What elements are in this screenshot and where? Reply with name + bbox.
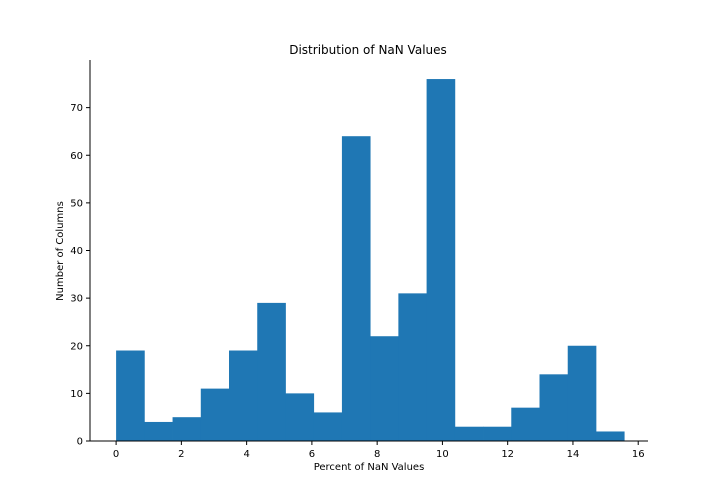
histogram-bar [313,412,343,441]
y-tick-label: 50 [70,198,83,209]
histogram-bar [341,136,371,441]
x-axis-ticks: 0 2 4 6 8 10 12 14 16 [113,441,645,460]
histogram-bar [144,421,173,441]
bars-group [116,79,625,442]
chart-title: Distribution of NaN Values [289,43,447,57]
histogram-bar [229,350,258,441]
histogram-bar [285,393,315,441]
histogram-bar [454,426,484,441]
histogram-bar [595,431,625,441]
histogram-bar [567,345,597,441]
x-tick-label: 14 [567,449,580,460]
histogram-bar [483,426,512,441]
histogram-bar [398,293,427,441]
histogram-bar [172,417,202,441]
histogram-bar [539,374,569,441]
histogram-bar [116,350,145,441]
x-tick-label: 6 [309,449,315,460]
histogram-bar [257,302,286,441]
histogram-bar [370,336,399,441]
x-tick-label: 0 [113,449,119,460]
y-tick-label: 0 [77,437,83,448]
x-axis-label: Percent of NaN Values [314,462,425,473]
histogram-bar [200,388,230,441]
y-axis-ticks: 0 10 20 30 40 50 60 70 [70,103,90,448]
y-tick-label: 30 [70,294,83,305]
x-tick-label: 16 [632,449,645,460]
y-tick-label: 60 [70,151,83,162]
y-tick-label: 40 [70,246,83,257]
y-tick-label: 70 [70,103,83,114]
x-tick-label: 4 [243,449,249,460]
histogram-bar [426,79,456,442]
x-tick-label: 10 [436,449,449,460]
y-tick-label: 10 [70,389,83,400]
y-tick-label: 20 [70,341,83,352]
x-tick-label: 2 [178,449,184,460]
x-tick-label: 8 [374,449,380,460]
x-tick-label: 12 [501,449,514,460]
y-axis-label: Number of Columns [55,201,66,301]
histogram-bar [511,407,540,441]
